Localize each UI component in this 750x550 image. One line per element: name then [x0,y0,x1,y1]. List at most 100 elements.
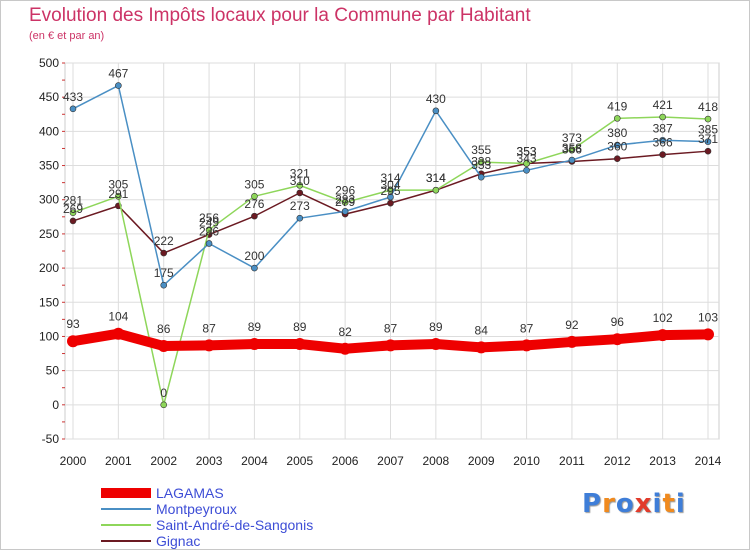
data-label: 421 [653,98,673,112]
x-tick-label: 2012 [604,454,631,468]
x-tick-label: 2013 [649,454,676,468]
y-tick-label: 50 [46,364,60,378]
data-label: 283 [335,192,355,206]
legend-swatch-saint-andre [101,524,151,526]
chart-subtitle: (en € et par an) [29,30,105,42]
data-point [115,193,122,200]
data-label: 380 [607,126,627,140]
data-label: 87 [384,321,398,335]
data-label: 104 [108,310,128,324]
data-point [251,193,258,200]
data-label: 314 [426,171,446,185]
legend-label: LAGAMAS [156,485,224,501]
data-point [568,156,576,164]
data-point [613,115,621,122]
data-point [205,240,213,247]
y-tick-label: 450 [39,90,59,104]
data-label: 89 [429,320,443,334]
x-tick-label: 2000 [60,454,87,468]
data-point [565,335,578,348]
data-point [613,141,621,149]
data-label: 295 [380,184,400,198]
x-tick-label: 2001 [105,454,132,468]
data-label: 175 [154,266,174,280]
data-point [160,281,168,289]
data-label: 304 [380,178,400,192]
data-label: 236 [199,224,219,238]
brand-letter: x [634,489,653,519]
x-tick-label: 2007 [377,454,404,468]
data-point [296,182,304,189]
legend-swatch-gignac [101,540,151,542]
data-point [160,401,168,409]
y-tick-label: 100 [39,329,59,343]
data-label: 86 [157,322,171,336]
y-tick-label: 250 [39,227,59,241]
data-point [659,151,666,158]
data-point [341,208,349,215]
data-point [339,342,352,355]
brand-letter: i [652,489,663,519]
chart-title: Evolution des Impôts locaux pour la Comm… [29,5,531,26]
brand-letter: P [582,489,603,519]
data-label: 366 [653,136,673,150]
x-tick-label: 2003 [196,454,223,468]
x-tick-label: 2005 [286,454,313,468]
data-label: 360 [607,140,627,154]
data-point [160,249,168,257]
data-point [112,327,125,340]
data-label: 321 [290,166,310,180]
data-point [205,226,213,234]
data-label: 84 [475,323,489,337]
data-point [69,105,77,113]
data-label: 96 [611,315,625,329]
data-label: 343 [517,151,537,165]
x-tick-label: 2014 [695,454,722,468]
data-label: 430 [426,92,446,106]
x-tick-label: 2008 [423,454,450,468]
data-label: 92 [565,318,579,332]
data-point [702,328,714,341]
data-label: 256 [199,211,219,225]
data-point [523,167,530,174]
data-point [475,341,488,354]
data-label: 103 [698,310,718,324]
data-point [520,339,533,352]
grid [64,62,720,440]
data-point [387,199,394,207]
data-point [659,136,666,144]
x-tick-label: 2006 [332,454,359,468]
legend-label: Gignac [156,533,201,549]
data-label: 310 [290,174,310,188]
data-point [67,335,79,348]
data-label: 87 [202,321,216,335]
data-label: 89 [248,320,262,334]
data-point [251,264,258,272]
data-label: 433 [63,90,83,104]
data-label: 314 [426,171,446,185]
legend-label: Saint-André-de-Sangonis [156,517,314,533]
data-point [477,173,485,181]
data-label: 355 [471,143,491,157]
data-point [432,186,440,194]
data-point [611,333,624,346]
brand-letter: t [662,489,676,519]
data-point [293,337,306,350]
data-label: 418 [698,100,718,114]
data-point [296,214,304,222]
data-label: 93 [66,317,80,331]
data-label: 82 [338,325,352,339]
data-label: 87 [520,321,534,335]
data-label: 222 [154,234,174,248]
data-label: 387 [653,121,673,135]
data-label: 102 [653,311,673,325]
data-point [659,113,666,121]
y-tick-label: 150 [39,295,59,309]
data-label: 371 [698,132,718,146]
data-point [568,146,576,154]
x-tick-label: 2010 [513,454,540,468]
data-point [341,199,349,206]
data-label: 373 [562,131,582,145]
